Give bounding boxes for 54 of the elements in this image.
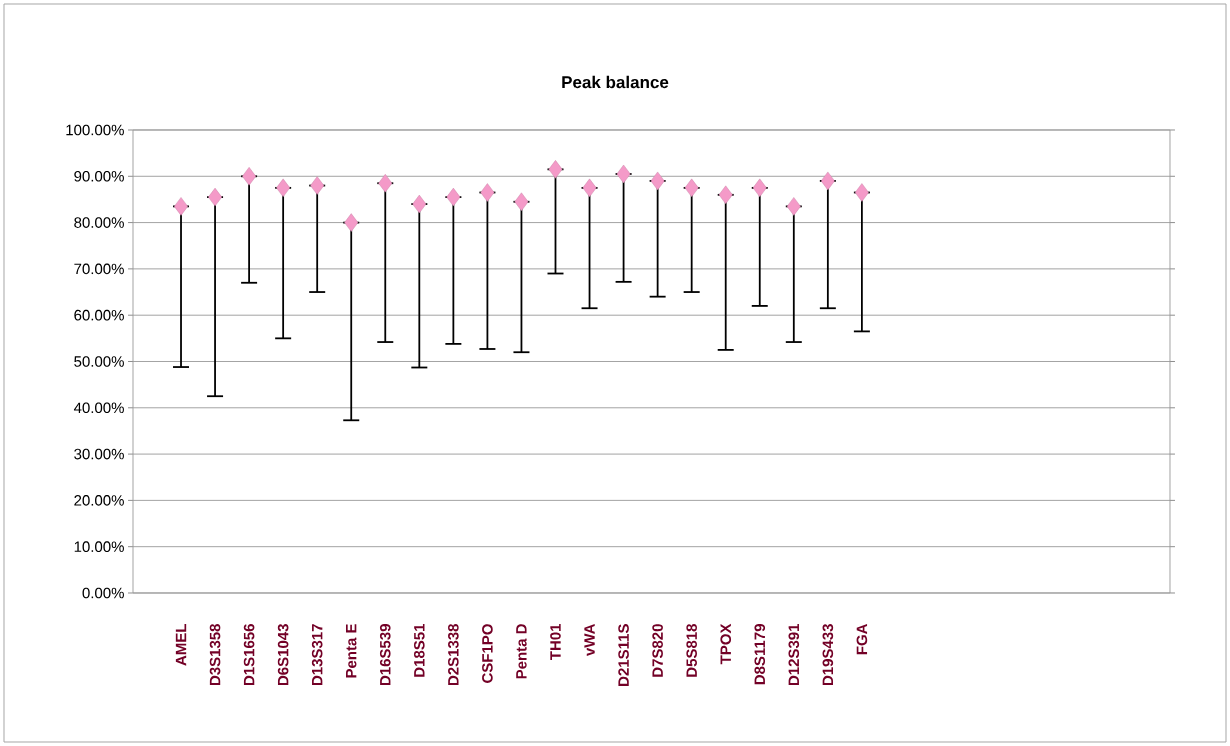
x-tick-label: CSF1PO xyxy=(482,624,493,683)
point xyxy=(242,167,257,186)
point xyxy=(684,178,699,198)
y-tick-label: 80.00% xyxy=(74,217,124,228)
x-tick-label: vWA xyxy=(584,623,595,656)
x-tick-label: D5S818 xyxy=(686,624,697,677)
x-tick-label: D7S820 xyxy=(652,624,663,677)
y-tick-label: 90.00% xyxy=(74,170,124,182)
x-tick-label: TH01 xyxy=(550,623,561,661)
point xyxy=(208,187,223,207)
point xyxy=(616,164,631,184)
x-tick-label: D13S317 xyxy=(311,624,323,686)
x-tick-label: AMEL xyxy=(175,623,187,666)
point xyxy=(174,197,188,216)
x-tick-label: D6S1043 xyxy=(277,624,289,686)
x-tick-label: TPOX xyxy=(720,623,732,665)
y-tick-label: 40.00% xyxy=(73,402,124,414)
point xyxy=(582,178,597,198)
point xyxy=(548,160,563,179)
y-tick-label: 50.00% xyxy=(74,356,124,367)
point xyxy=(378,174,393,193)
point xyxy=(344,213,359,232)
x-tick-label: D8S1179 xyxy=(754,624,766,685)
x-tick-label: D21S11S xyxy=(618,624,629,686)
x-tick-label: D16S539 xyxy=(379,624,391,686)
point xyxy=(752,178,767,198)
x-tick-label: D18S51 xyxy=(414,623,425,677)
point xyxy=(480,183,495,202)
y-tick-label: 10.00% xyxy=(74,541,124,552)
x-tick-label: D2S1338 xyxy=(448,624,459,686)
x-tick-label: D3S1358 xyxy=(209,624,221,686)
point xyxy=(786,197,801,216)
chart-title: Peak balance xyxy=(562,75,669,89)
point xyxy=(310,176,325,195)
point xyxy=(412,194,427,214)
y-tick-label: 30.00% xyxy=(74,448,124,460)
point xyxy=(718,185,733,205)
point xyxy=(820,171,835,191)
y-tick-label: 100.00% xyxy=(66,124,124,136)
x-tick-label: D12S391 xyxy=(788,623,800,686)
x-tick-label: Penta D xyxy=(516,624,527,679)
y-tick-label: 0.00% xyxy=(82,587,124,599)
point xyxy=(276,178,291,198)
y-tick-label: 60.00% xyxy=(74,309,124,321)
y-tick-label: 20.00% xyxy=(74,495,124,506)
x-tick-label: FGA xyxy=(856,623,868,655)
point xyxy=(514,192,529,211)
x-tick-label: D19S433 xyxy=(822,624,834,686)
x-tick-label: Penta E xyxy=(346,624,357,678)
point xyxy=(650,171,665,191)
point xyxy=(854,183,869,202)
point xyxy=(446,187,461,207)
x-tick-label: D1S1656 xyxy=(243,624,255,686)
y-tick-label: 70.00% xyxy=(74,263,124,275)
